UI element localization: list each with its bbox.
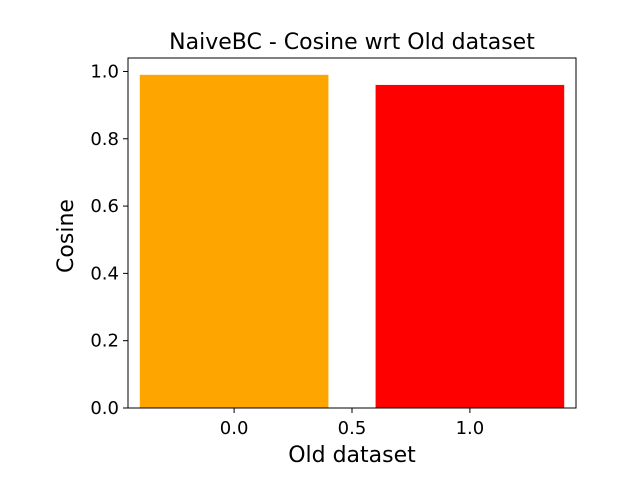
y-tick-label: 0.8 — [90, 129, 119, 150]
bar-0 — [139, 74, 329, 409]
y-tick-label: 0.0 — [90, 398, 119, 419]
x-tick-label: 1.0 — [456, 418, 485, 439]
chart-title: NaiveBC - Cosine wrt Old dataset — [169, 30, 535, 55]
x-tick-label: 0.5 — [338, 418, 367, 439]
bars-layer — [139, 74, 565, 409]
y-tick-label: 0.4 — [90, 263, 119, 284]
y-tick-label: 0.6 — [90, 196, 119, 217]
y-tick-label: 1.0 — [90, 61, 119, 82]
x-axis-label: Old dataset — [288, 443, 416, 468]
bar-1 — [375, 84, 565, 408]
y-axis-ticks: 0.0 0.2 0.4 0.6 0.8 1.0 — [90, 61, 128, 419]
y-tick-label: 0.2 — [90, 331, 119, 352]
x-axis-ticks: 0.0 0.5 1.0 — [220, 408, 484, 439]
y-axis-label: Cosine — [54, 199, 79, 273]
x-tick-label: 0.0 — [220, 418, 249, 439]
